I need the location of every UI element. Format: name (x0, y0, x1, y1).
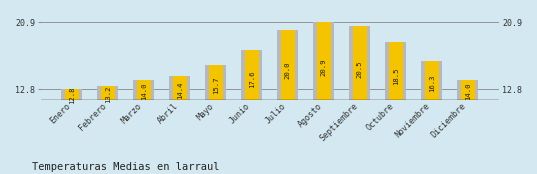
Bar (97, 86, 118, 100)
Text: 20.9: 20.9 (321, 59, 327, 76)
Bar (425, 61, 439, 100)
Bar (461, 80, 475, 100)
Text: 20.0: 20.0 (285, 62, 291, 80)
Bar (353, 26, 367, 100)
Text: 12.8: 12.8 (69, 87, 75, 104)
Bar (61, 89, 82, 100)
Bar (278, 30, 299, 100)
Bar (65, 89, 79, 100)
Bar (173, 76, 187, 100)
Bar (101, 86, 115, 100)
Bar (458, 80, 478, 100)
Text: 15.7: 15.7 (213, 77, 219, 94)
Bar (209, 65, 223, 100)
Bar (170, 76, 190, 100)
Text: 17.6: 17.6 (249, 70, 255, 88)
Bar (350, 26, 371, 100)
Bar (314, 22, 335, 100)
Bar (422, 61, 442, 100)
Bar (317, 22, 331, 100)
Bar (133, 80, 154, 100)
Text: 14.0: 14.0 (465, 83, 471, 100)
Bar (137, 80, 151, 100)
Text: 18.5: 18.5 (393, 67, 399, 85)
Bar (206, 65, 226, 100)
Bar (389, 42, 403, 100)
Bar (386, 42, 407, 100)
Text: 14.4: 14.4 (177, 81, 183, 99)
Text: 13.2: 13.2 (105, 86, 111, 103)
Text: 16.3: 16.3 (429, 75, 435, 92)
Text: 14.0: 14.0 (141, 83, 147, 100)
Text: 20.5: 20.5 (357, 60, 363, 78)
Bar (242, 50, 263, 100)
Bar (245, 50, 259, 100)
Text: Temperaturas Medias en larraul: Temperaturas Medias en larraul (32, 162, 220, 172)
Bar (281, 30, 295, 100)
